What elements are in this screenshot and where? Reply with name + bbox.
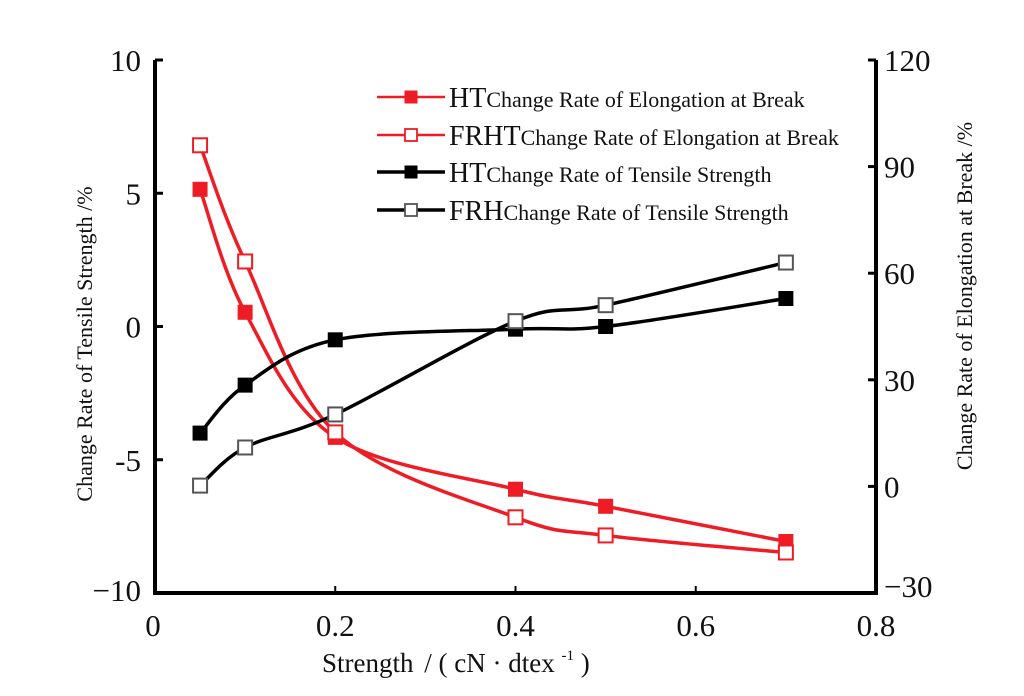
data-point: [598, 498, 614, 514]
data-point: [777, 544, 794, 561]
series-3: [192, 254, 794, 494]
series-0: [192, 181, 794, 549]
x-tick-label: 0.6: [676, 608, 715, 643]
legend-text: Change Rate of Elongation at Break: [521, 125, 839, 150]
legend: HTChange Rate of Elongation at BreakFRHT…: [377, 83, 839, 227]
y-left-tick-label: 10: [110, 43, 141, 78]
x-tick-label: 0: [145, 608, 161, 643]
data-point: [507, 313, 524, 330]
x-axis-title-close: ): [581, 648, 590, 678]
y-right-tick-label: 90: [884, 150, 915, 185]
data-point: [778, 291, 794, 307]
axes: 0 0.2 0.4 0.6 0.8 10 5 0 -5 −10 120 90 60 30 0 −30: [93, 43, 933, 643]
legend-prefix: FRHT: [449, 121, 521, 152]
legend-item: FRHTChange Rate of Elongation at Break: [377, 121, 839, 152]
legend-prefix: HT: [449, 83, 486, 114]
x-tick-label: 0.2: [316, 608, 355, 643]
data-point: [598, 319, 614, 334]
series-line: [198, 260, 787, 487]
y-right-tick-label: 60: [884, 256, 915, 291]
legend-text: Change Rate of Tensile Strength: [486, 162, 771, 187]
y-left-tick-label: −10: [93, 573, 141, 608]
legend-label: FRHChange Rate of Tensile Strength: [449, 196, 789, 227]
y-left-tick-label: -5: [115, 443, 141, 478]
x-axis-title-unit: / ( cN · dtex: [424, 648, 555, 678]
legend-label: FRHTChange Rate of Elongation at Break: [449, 121, 839, 152]
data-point: [777, 254, 794, 271]
legend-prefix: HT: [449, 158, 486, 189]
data-point: [192, 477, 209, 494]
legend-item: HTChange Rate of Tensile Strength: [377, 158, 772, 189]
legend-text: Change Rate of Tensile Strength: [503, 200, 788, 225]
legend-marker: [404, 128, 418, 142]
x-axis-title: Strength / ( cN · dtex -1 ): [322, 636, 590, 678]
data-point: [327, 424, 344, 441]
y-right-tick-label: 30: [884, 363, 915, 398]
data-point: [237, 377, 253, 393]
data-point: [327, 406, 344, 423]
series-layer: [192, 137, 794, 561]
data-point: [192, 181, 208, 197]
y-right-axis-title: Change Rate of Elongation at Break /%: [952, 122, 977, 470]
data-point: [508, 481, 523, 497]
y-right-tick-label: 120: [884, 43, 931, 78]
x-tick-label: 0.4: [496, 608, 535, 643]
x-tick-label: 0.8: [857, 608, 896, 643]
legend-prefix: FRH: [449, 196, 503, 227]
legend-item: HTChange Rate of Elongation at Break: [377, 83, 805, 114]
data-point: [192, 425, 208, 441]
x-axis-title-main: Strength: [322, 648, 414, 678]
legend-marker: [404, 203, 418, 217]
legend-label: HTChange Rate of Tensile Strength: [449, 158, 772, 189]
y-left-tick-label: 0: [126, 310, 142, 345]
data-point: [237, 253, 254, 270]
legend-label: HTChange Rate of Elongation at Break: [449, 83, 805, 114]
legend-text: Change Rate of Elongation at Break: [486, 87, 804, 112]
y-left-tick-label: 5: [126, 176, 142, 211]
series-1: [192, 137, 794, 561]
y-right-tick-label: −30: [884, 569, 932, 604]
data-point: [237, 439, 254, 456]
data-point: [327, 332, 343, 348]
data-point: [192, 137, 209, 154]
series-line: [198, 188, 787, 544]
data-point: [237, 304, 253, 320]
legend-marker: [404, 90, 418, 104]
legend-item: FRHChange Rate of Tensile Strength: [377, 196, 789, 227]
y-right-tick-label: 0: [884, 469, 900, 504]
data-point: [507, 509, 524, 526]
data-point: [597, 527, 614, 544]
y-left-axis-title: Change Rate of Tensile Strength /%: [72, 186, 97, 501]
legend-marker: [404, 165, 418, 179]
series-2: [192, 291, 794, 441]
data-point: [597, 297, 614, 314]
x-axis-title-sup: -1: [561, 648, 574, 664]
